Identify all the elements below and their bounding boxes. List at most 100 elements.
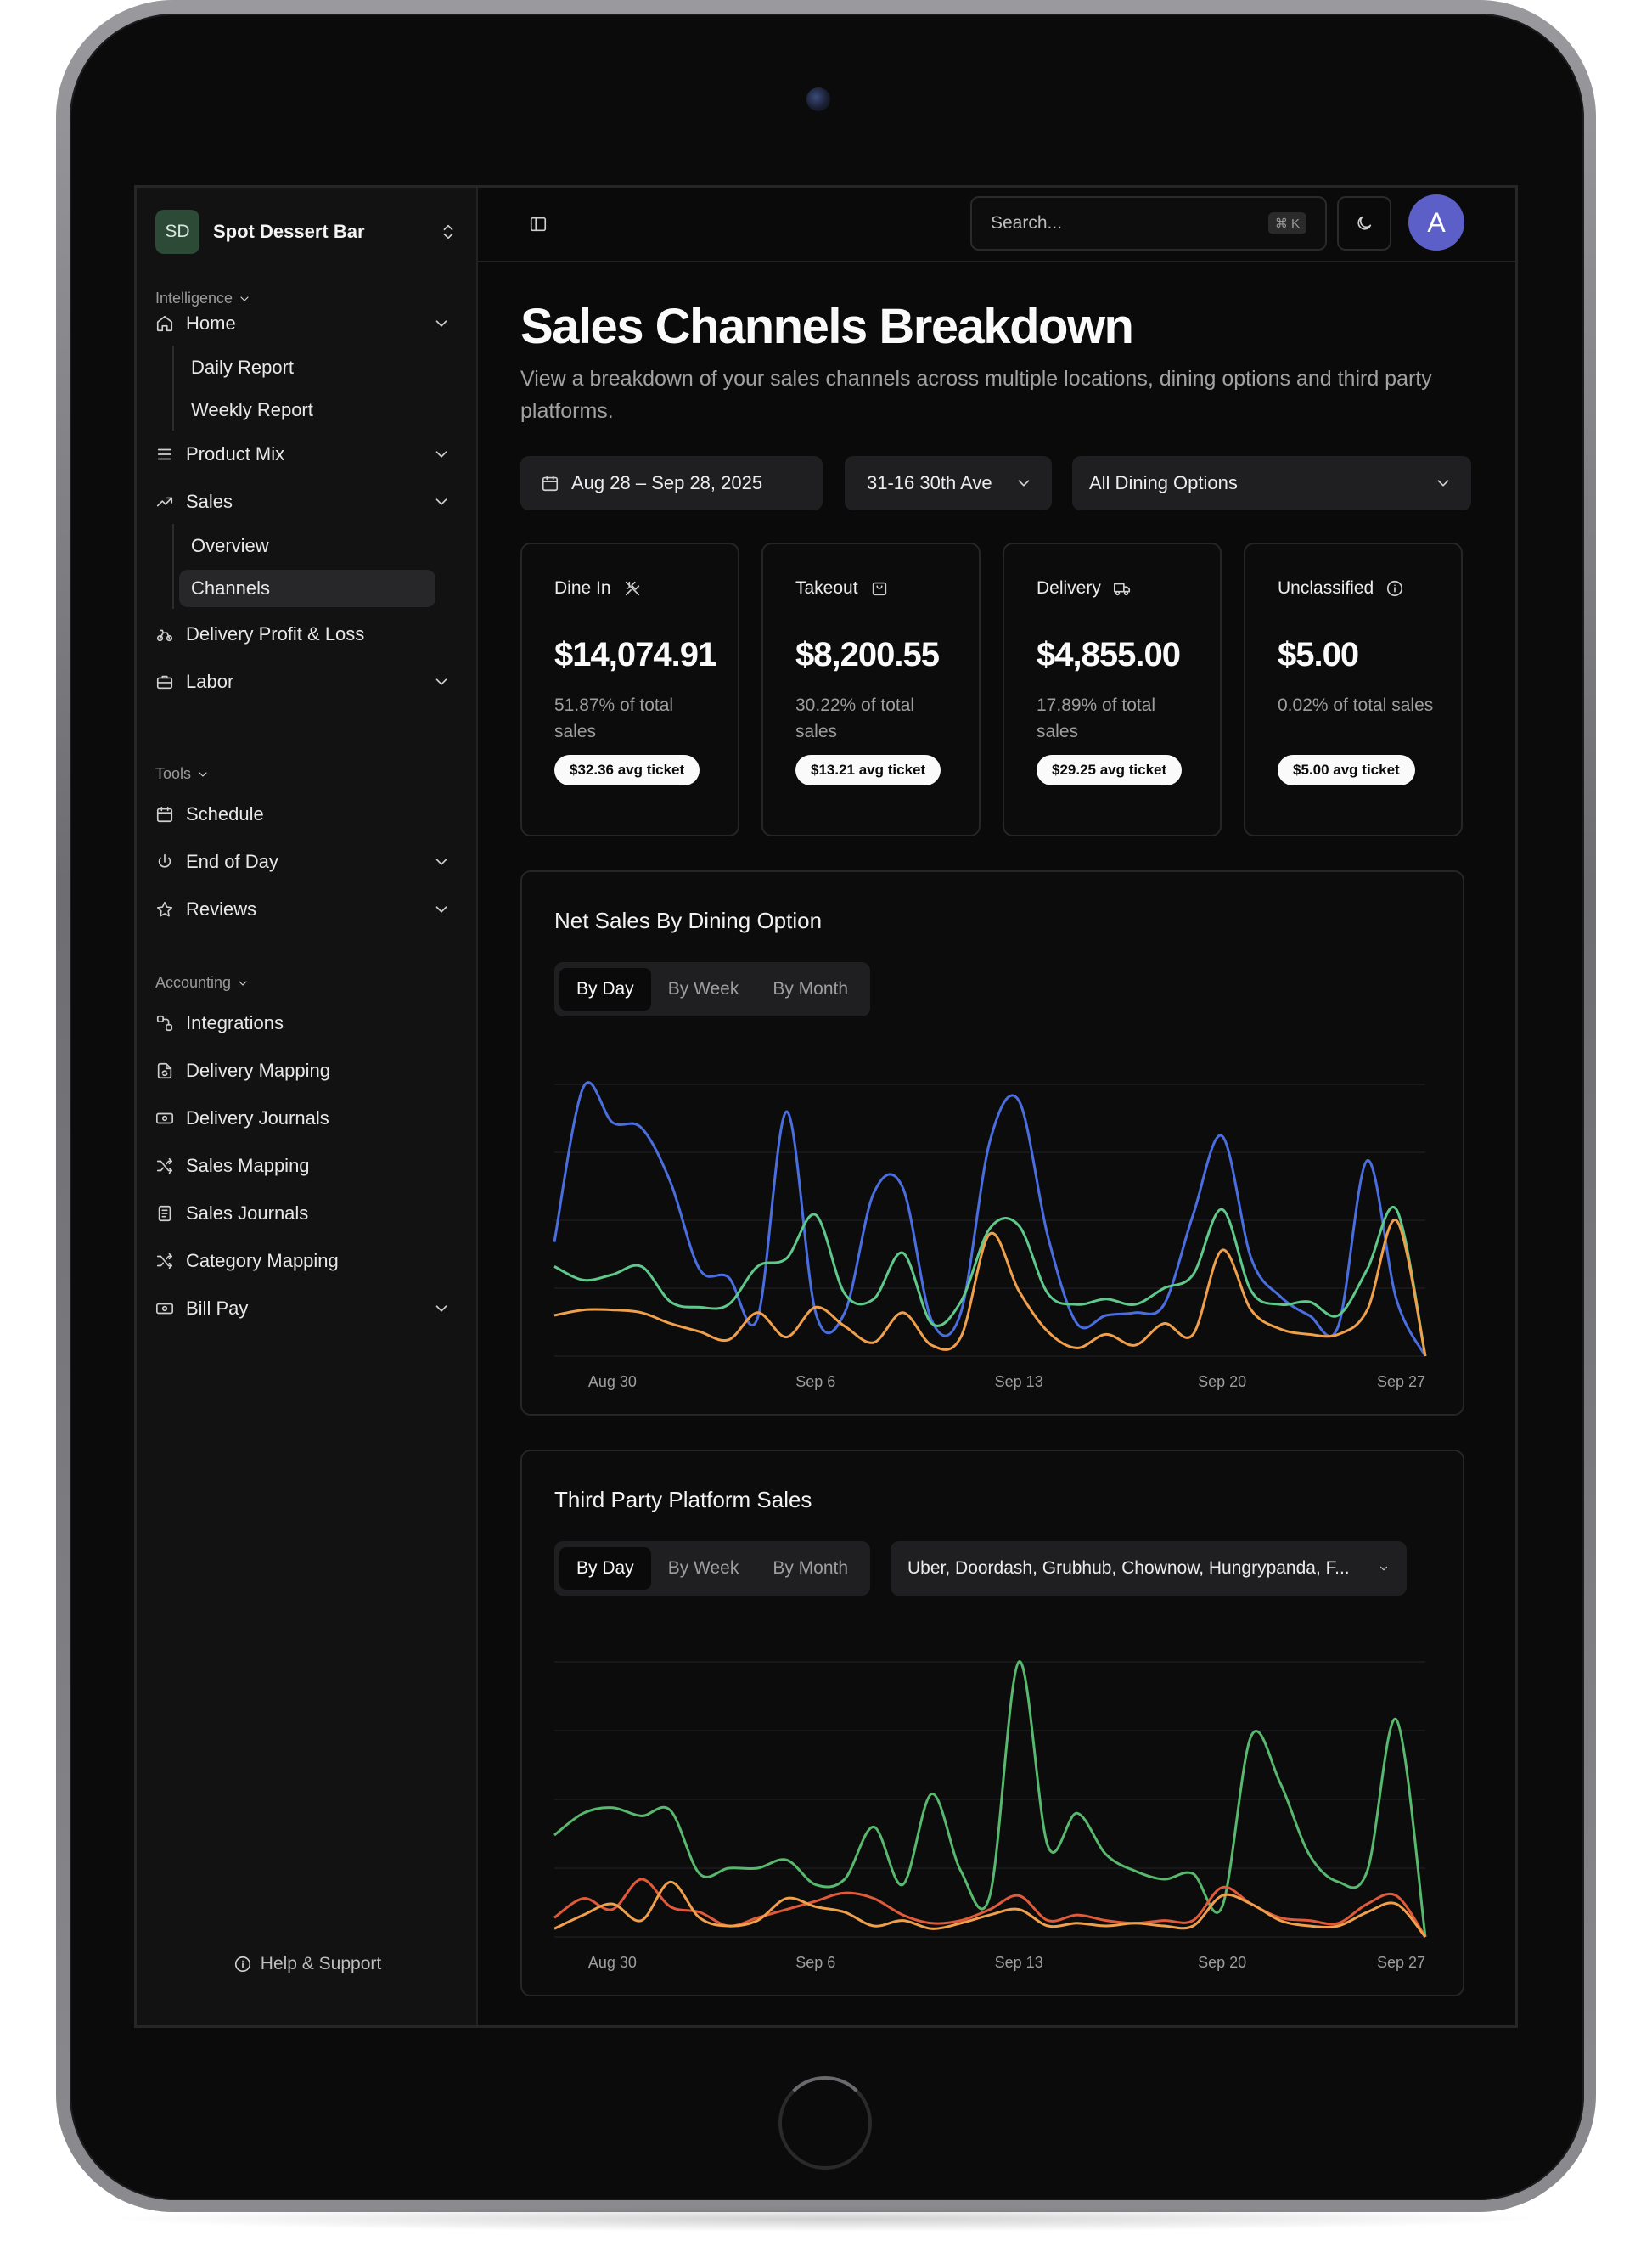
sidebar-item-label: Sales Journals (186, 1202, 309, 1224)
kpi-card-title: Takeout (795, 578, 889, 599)
sidebar-item-weekly-report[interactable]: Weekly Report (179, 391, 435, 429)
third-party-period-tabs: By Day By Week By Month (554, 1541, 871, 1596)
sidebar-item-end-of-day[interactable]: End of Day (154, 843, 461, 881)
sidebar-item-label: Delivery Journals (186, 1107, 329, 1129)
sidebar-item-channels[interactable]: Channels (179, 570, 435, 607)
sidebar-item-label: Bill Pay (186, 1298, 249, 1319)
chevron-down-icon[interactable] (430, 898, 452, 921)
sidebar-item-sales-journals[interactable]: Sales Journals (154, 1195, 461, 1232)
kpi-badge: $13.21 avg ticket (795, 755, 941, 785)
kpi-card-title: Dine In (554, 578, 642, 599)
section-accounting[interactable]: Accounting (155, 974, 250, 992)
kpi-value: $14,074.91 (554, 636, 716, 673)
net-sales-series-line-1[interactable] (553, 1206, 1427, 1357)
home-button[interactable] (778, 2076, 872, 2170)
chevron-down-icon[interactable] (430, 491, 452, 513)
kpi-title-text: Unclassified (1278, 578, 1374, 598)
workspace-avatar: SD (155, 210, 199, 254)
dining-options-value: All Dining Options (1089, 472, 1238, 493)
third-party-title: Third Party Platform Sales (554, 1487, 812, 1512)
tab-by-month[interactable]: By Month (773, 979, 849, 999)
sidebar-item-bill-pay[interactable]: Bill Pay (154, 1290, 461, 1327)
kpi-badge: $29.25 avg ticket (1037, 755, 1183, 785)
chevron-down-icon[interactable] (430, 851, 452, 873)
sidebar-item-delivery-mapping[interactable]: Delivery Mapping (154, 1052, 461, 1089)
top-bar: ⌘ K A (478, 188, 1515, 262)
section-accounting-label: Accounting (155, 974, 232, 991)
date-range-value: Aug 28 – Sep 28, 2025 (571, 472, 763, 493)
location-select[interactable]: 31-16 30th Ave (845, 456, 1052, 510)
kpi-card-unclassified: Unclassified $5.00 0.02% of total sales … (1244, 543, 1463, 836)
chevron-down-icon[interactable] (430, 671, 452, 693)
user-avatar[interactable]: A (1408, 194, 1464, 251)
chevron-down-icon (239, 980, 247, 986)
third-party-series-line-1[interactable] (553, 1878, 1427, 1938)
workspace-switcher[interactable]: SD Spot Dessert Bar (155, 208, 461, 256)
search-input[interactable] (991, 213, 1268, 234)
tab-by-month[interactable]: By Month (773, 1558, 849, 1578)
platforms-select[interactable]: Uber, Doordash, Grubhub, Chownow, Hungry… (891, 1541, 1407, 1596)
net-sales-series-line-0[interactable] (553, 1081, 1427, 1357)
sidebar-item-schedule[interactable]: Schedule (154, 796, 461, 833)
sidebar-item-home[interactable]: Home (154, 305, 461, 342)
date-range-picker[interactable]: Aug 28 – Sep 28, 2025 (520, 456, 823, 510)
sidebar-item-delivery-profit-loss[interactable]: Delivery Profit & Loss (154, 616, 461, 653)
chevron-down-icon[interactable] (430, 1298, 452, 1320)
calendar-icon (154, 803, 176, 825)
kpi-badge: $5.00 avg ticket (1278, 755, 1415, 785)
screen: SD Spot Dessert Bar Intelligence Home Da… (134, 185, 1518, 2028)
menu-lines-icon (154, 443, 176, 465)
third-party-x-tick-label: Aug 30 (588, 1954, 637, 1971)
third-party-series-line-0[interactable] (553, 1660, 1427, 1938)
dining-options-select[interactable]: All Dining Options (1072, 456, 1471, 510)
theme-toggle-button[interactable] (1337, 196, 1391, 251)
third-party-panel: Third Party Platform Sales By Day By Wee… (520, 1450, 1464, 1996)
chevron-down-icon[interactable] (430, 443, 452, 465)
search-box[interactable]: ⌘ K (970, 196, 1327, 251)
kpi-title-text: Dine In (554, 578, 611, 598)
help-support-link[interactable]: Help & Support (137, 1954, 478, 1974)
kpi-badge: $32.36 avg ticket (554, 755, 700, 785)
sidebar-item-label: Delivery Mapping (186, 1060, 330, 1081)
chevron-down-icon (1379, 1566, 1388, 1571)
sidebar-item-category-mapping[interactable]: Category Mapping (154, 1242, 461, 1280)
sidebar-item-sales-mapping[interactable]: Sales Mapping (154, 1147, 461, 1185)
third-party-series-line-2[interactable] (553, 1880, 1427, 1938)
sidebar-item-reviews[interactable]: Reviews (154, 891, 461, 928)
sidebar-item-overview[interactable]: Overview (179, 527, 435, 565)
net-sales-series-line-2[interactable] (553, 1219, 1427, 1357)
submenu-rail (172, 346, 174, 431)
sidebar-item-labor[interactable]: Labor (154, 663, 461, 701)
tab-by-week[interactable]: By Week (667, 979, 739, 999)
sidebar-item-label: Reviews (186, 898, 257, 920)
sidebar-item-daily-report[interactable]: Daily Report (179, 349, 435, 386)
third-party-x-tick-label: Sep 13 (995, 1954, 1043, 1971)
tab-by-week[interactable]: By Week (667, 1558, 739, 1578)
sidebar-item-label: Channels (191, 577, 270, 599)
kpi-card-title: Delivery (1037, 578, 1132, 599)
tab-by-day[interactable]: By Day (559, 968, 651, 1011)
net-sales-line-chart: Aug 30 Sep 6 Sep 13 Sep 20 Sep 27 (553, 1081, 1427, 1390)
section-tools[interactable]: Tools (155, 765, 210, 783)
location-value: 31-16 30th Ave (867, 472, 992, 493)
tab-by-day[interactable]: By Day (559, 1547, 651, 1590)
chevron-down-icon (1003, 474, 1033, 493)
net-sales-x-tick-label: Sep 6 (795, 1373, 835, 1390)
chevron-down-icon[interactable] (430, 312, 452, 335)
sidebar-item-label: Weekly Report (191, 399, 313, 420)
submenu-rail (172, 524, 174, 609)
sidebar-item-label: Sales (186, 491, 233, 512)
sidebar-toggle-button[interactable] (525, 211, 551, 237)
sidebar-item-delivery-journals[interactable]: Delivery Journals (154, 1100, 461, 1137)
kpi-title-text: Takeout (795, 578, 858, 598)
kpi-value: $5.00 (1278, 636, 1359, 673)
page-subtitle: View a breakdown of your sales channels … (520, 367, 1432, 423)
section-intelligence[interactable]: Intelligence (155, 290, 251, 307)
sidebar-item-integrations[interactable]: Integrations (154, 1005, 461, 1042)
sidebar-item-sales[interactable]: Sales (154, 483, 461, 521)
info-icon (1387, 580, 1403, 597)
sidebar-item-product-mix[interactable]: Product Mix (154, 436, 461, 473)
sidebar: SD Spot Dessert Bar Intelligence Home Da… (137, 188, 478, 2025)
sidebar-item-label: Labor (186, 671, 234, 692)
third-party-x-tick-label: Sep 6 (795, 1954, 835, 1971)
